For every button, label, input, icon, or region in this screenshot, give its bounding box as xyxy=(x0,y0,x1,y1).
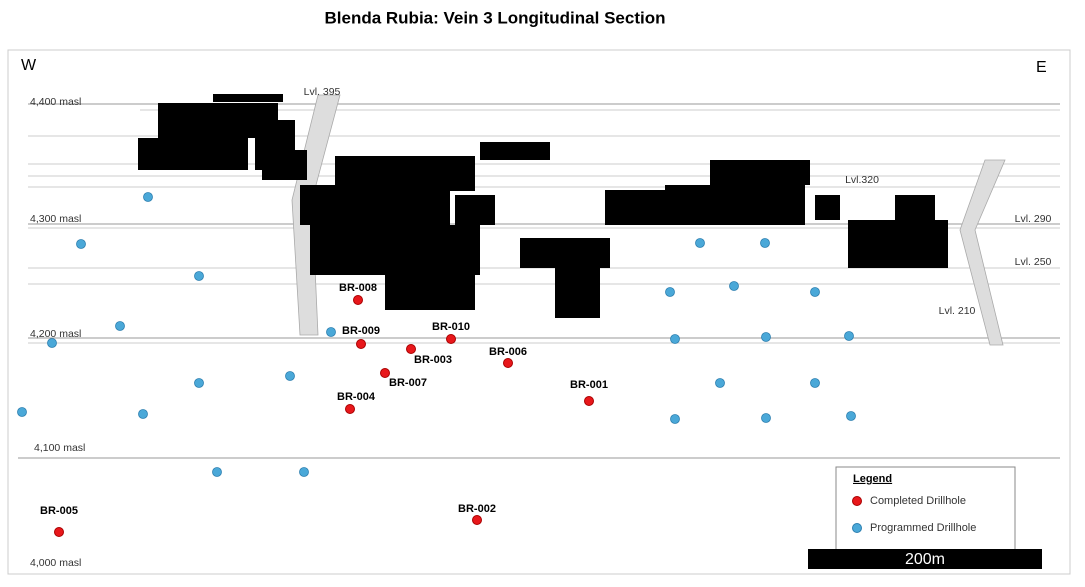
level-label: Lvl. 290 xyxy=(1015,213,1052,225)
completed-drillhole xyxy=(345,404,355,414)
completed-drillhole xyxy=(503,358,513,368)
drillhole-label: BR-005 xyxy=(40,505,78,517)
drillhole-label: BR-001 xyxy=(570,379,608,391)
drillhole-label: BR-003 xyxy=(414,354,452,366)
level-label: Lvl. 210 xyxy=(939,305,976,317)
elevation-label: 4,100 masl xyxy=(34,442,85,454)
level-label: Lvl. 250 xyxy=(1015,256,1052,268)
completed-drillhole xyxy=(472,515,482,525)
elevation-label: 4,300 masl xyxy=(30,213,81,225)
completed-drillhole xyxy=(356,339,366,349)
west: W xyxy=(21,57,37,74)
level-label: Lvl.320 xyxy=(845,174,879,186)
elevation-label: 4,200 masl xyxy=(30,328,81,340)
level-label: Lvl. 395 xyxy=(304,86,341,98)
completed-drillhole xyxy=(584,396,594,406)
drillhole-label: BR-009 xyxy=(342,325,380,337)
legend: Legend Completed Drillhole Programmed Dr… xyxy=(835,466,1016,551)
drillhole-label: BR-008 xyxy=(339,282,377,294)
stopes xyxy=(138,94,948,318)
drillhole-label: BR-006 xyxy=(489,346,527,358)
title: Blenda Rubia: Vein 3 Longitudinal Sectio… xyxy=(325,8,666,27)
completed-drillhole xyxy=(353,295,363,305)
drillhole-label: BR-010 xyxy=(432,321,470,333)
frame xyxy=(7,49,1071,575)
elevation-label: 4,400 masl xyxy=(30,96,81,108)
completed-drillhole xyxy=(406,344,416,354)
drillhole-label: BR-007 xyxy=(389,377,427,389)
legend-item: Programmed Drillhole xyxy=(870,522,976,534)
legend-item: Completed Drillhole xyxy=(870,495,966,507)
drillhole-label: BR-002 xyxy=(458,503,496,515)
scale-bar xyxy=(808,549,1042,569)
legend-title: Legend xyxy=(853,473,892,485)
programmed-drillholes xyxy=(17,192,856,477)
east: E xyxy=(1036,59,1047,76)
drillhole-label: BR-004 xyxy=(337,391,376,403)
completed-drillhole xyxy=(54,527,64,537)
elevation-label: 4,000 masl xyxy=(30,557,81,569)
completed-drillhole xyxy=(446,334,456,344)
completed-drillhole xyxy=(380,368,390,378)
scale-label: 200m xyxy=(905,551,945,568)
